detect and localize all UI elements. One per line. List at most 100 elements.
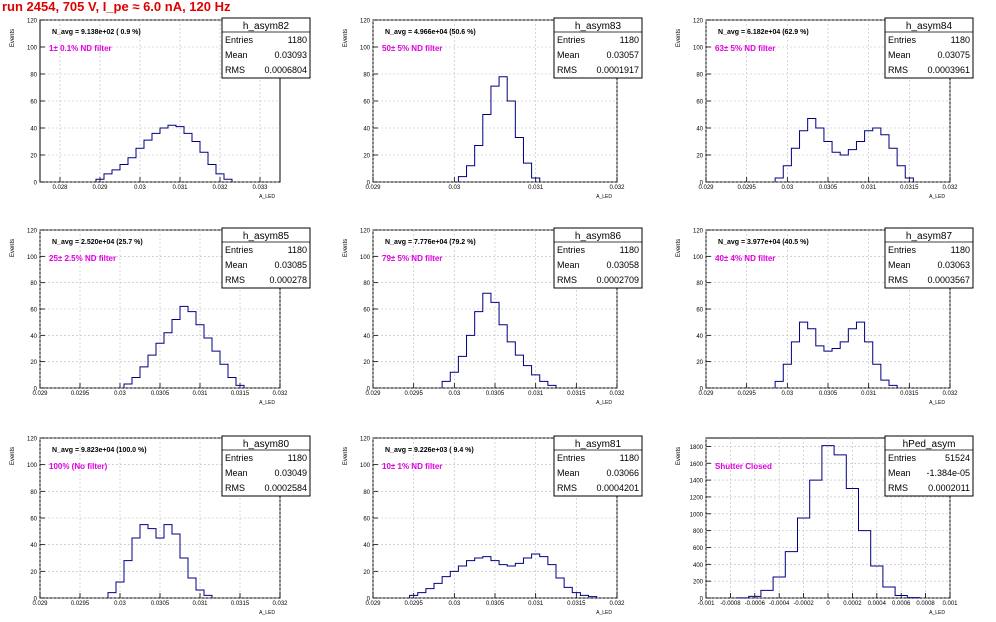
- y-tick-label: 40: [363, 127, 370, 133]
- x-tick-label: 0.033: [252, 185, 268, 191]
- y-tick-label: 0: [367, 597, 371, 603]
- y-tick-label: 60: [30, 517, 37, 523]
- stats-box: [884, 17, 974, 79]
- x-tick-label: 0.0305: [151, 601, 170, 607]
- stats-key: Entries: [888, 245, 917, 255]
- y-tick-label: 60: [696, 100, 703, 106]
- y-tick-label: 40: [30, 334, 37, 340]
- y-tick-label: 0: [34, 597, 38, 603]
- stats-value: 0.03063: [937, 260, 970, 270]
- x-tick-label: 0.0008: [916, 601, 935, 607]
- stats-key: RMS: [888, 483, 908, 493]
- n-avg-label: N_avg = 9.823e+04 (100.0 %): [52, 447, 147, 454]
- x-tick-label: -0.0002: [793, 601, 814, 607]
- y-tick-label: 0: [700, 597, 704, 603]
- stats-value: 0.03066: [606, 468, 639, 478]
- y-tick-label: 60: [30, 308, 37, 314]
- x-tick-label: 0.029: [365, 391, 381, 397]
- y-tick-label: 100: [360, 46, 371, 52]
- x-axis-title: A_LED: [259, 194, 275, 200]
- stats-value: 0.0003961: [927, 65, 970, 75]
- stats-value: 0.0006804: [264, 65, 307, 75]
- y-tick-label: 20: [363, 570, 370, 576]
- x-tick-label: 0: [826, 601, 830, 607]
- stats-key: Mean: [225, 468, 248, 478]
- stats-title: h_asym80: [243, 439, 290, 450]
- y-axis-title: Events: [676, 447, 682, 465]
- stats-value: 1180: [951, 245, 970, 255]
- stats-key: Entries: [225, 35, 254, 45]
- x-tick-label: 0.031: [528, 185, 544, 191]
- y-tick-label: 100: [693, 255, 704, 261]
- stats-key: Mean: [557, 50, 580, 60]
- x-axis-title: A_LED: [929, 610, 945, 616]
- stats-key: RMS: [225, 275, 245, 285]
- stats-box: [553, 227, 643, 289]
- stats-key: Entries: [557, 35, 586, 45]
- x-tick-label: 0.03: [448, 185, 460, 191]
- histogram-panel-h_asym80: 0 20 40 60 80 100 120 0.029 0.0295 0.03 0.0305 0.03…: [10, 435, 311, 616]
- filter-label: 50± 5% ND filter: [382, 44, 442, 53]
- stats-box: [884, 227, 974, 289]
- filter-label: 25± 2.5% ND filter: [49, 254, 116, 263]
- x-tick-label: 0.031: [528, 601, 544, 607]
- x-tick-label: 0.03: [114, 601, 126, 607]
- x-tick-label: -0.0006: [745, 601, 766, 607]
- filter-label: 10± 1% ND filter: [382, 462, 442, 471]
- stats-key: Entries: [888, 35, 917, 45]
- stats-key: RMS: [888, 65, 908, 75]
- histogram-series: [123, 305, 245, 388]
- n-avg-label: N_avg = 9.226e+03 ( 9.4 %): [385, 447, 474, 454]
- x-tick-label: 0.031: [192, 601, 208, 607]
- y-tick-label: 80: [363, 73, 370, 79]
- x-tick-label: 0.0305: [151, 391, 170, 397]
- y-tick-label: 1600: [690, 462, 704, 468]
- histogram-series: [95, 124, 233, 182]
- x-tick-label: 0.0315: [900, 185, 919, 191]
- stats-key: Entries: [557, 245, 586, 255]
- stats-value: 0.0002011: [928, 483, 970, 493]
- stats-key: Mean: [225, 260, 248, 270]
- x-axis-title: A_LED: [596, 194, 612, 200]
- stats-title: h_asym87: [906, 231, 953, 242]
- x-tick-label: 0.032: [212, 185, 228, 191]
- x-tick-label: 0.0295: [404, 601, 423, 607]
- histogram-series: [441, 292, 557, 388]
- stats-value: 0.03058: [606, 260, 639, 270]
- x-tick-label: 0.029: [92, 185, 108, 191]
- x-tick-label: 0.031: [192, 391, 208, 397]
- stats-key: Mean: [557, 260, 580, 270]
- y-tick-label: 0: [34, 387, 38, 393]
- y-axis-title: Events: [676, 239, 682, 257]
- x-tick-label: 0.031: [172, 185, 188, 191]
- y-tick-label: 40: [30, 543, 37, 549]
- stats-value: 1180: [620, 245, 639, 255]
- x-axis-title: A_LED: [596, 610, 612, 616]
- y-tick-label: 400: [693, 563, 704, 569]
- y-tick-label: 40: [363, 334, 370, 340]
- histogram-panel-h_asym82: 0 20 40 60 80 100 120 0.028 0.029 0.03 0.031 0.032 0…: [10, 17, 311, 200]
- y-tick-label: 0: [700, 181, 704, 187]
- y-tick-label: 120: [693, 229, 704, 235]
- n-avg-label: N_avg = 2.520e+04 (25.7 %): [52, 239, 143, 246]
- histogram-series: [457, 76, 541, 182]
- x-tick-label: 0.03: [781, 391, 793, 397]
- histogram-panel-h_asym83: 0 20 40 60 80 100 120 0.029 0.03 0.031 0.032 Events…: [343, 17, 643, 200]
- x-tick-label: 0.0295: [737, 391, 756, 397]
- y-tick-label: 20: [30, 360, 37, 366]
- x-tick-label: 0.032: [272, 391, 288, 397]
- x-tick-label: 0.0004: [868, 601, 887, 607]
- stats-box: [221, 435, 311, 497]
- stats-key: Mean: [225, 50, 248, 60]
- y-tick-label: 80: [30, 490, 37, 496]
- x-axis-title: A_LED: [596, 400, 612, 406]
- n-avg-label: N_avg = 6.182e+04 (62.9 %): [718, 29, 809, 36]
- y-tick-label: 120: [27, 437, 38, 443]
- y-tick-label: 80: [30, 281, 37, 287]
- y-tick-label: 100: [360, 255, 371, 261]
- y-axis-title: Events: [10, 239, 16, 257]
- stats-value: 0.0001917: [596, 65, 639, 75]
- x-tick-label: 0.0315: [231, 391, 250, 397]
- y-tick-label: 0: [367, 387, 371, 393]
- stats-key: RMS: [888, 275, 908, 285]
